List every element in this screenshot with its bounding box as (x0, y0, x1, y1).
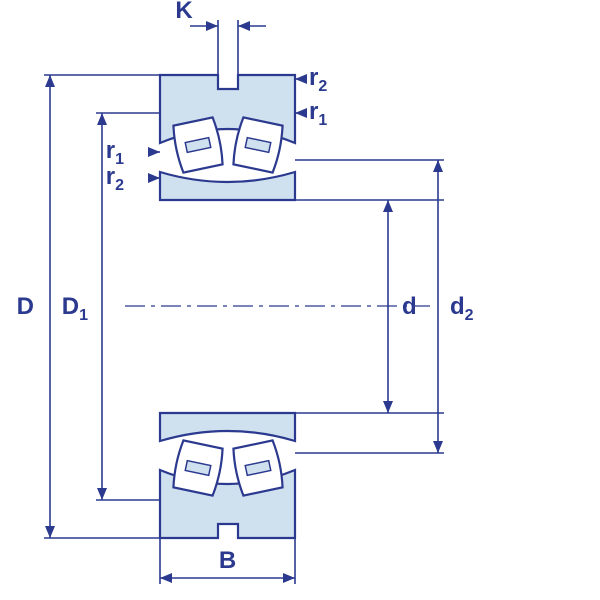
svg-text:K: K (175, 0, 193, 24)
svg-text:r2: r2 (309, 64, 327, 95)
svg-text:D1: D1 (62, 293, 88, 324)
svg-text:D: D (17, 293, 34, 320)
bearing-diagram: DD1dd2BKr2r1r1r2 (0, 0, 600, 600)
svg-text:B: B (219, 547, 236, 574)
svg-text:d2: d2 (450, 293, 474, 324)
svg-text:d: d (402, 293, 417, 320)
svg-text:r1: r1 (309, 98, 327, 129)
